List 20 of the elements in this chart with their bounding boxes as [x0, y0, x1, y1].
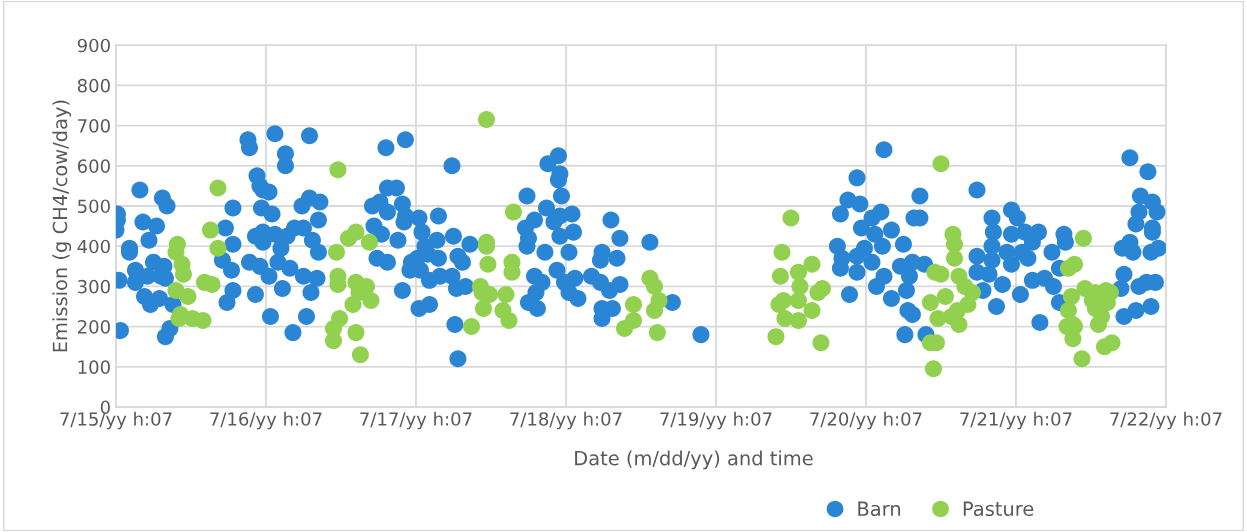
x-tick-label: 7/17/yy h:07	[360, 411, 472, 430]
y-tick-label: 800	[77, 78, 110, 93]
x-tick-label: 7/19/yy h:07	[660, 411, 772, 430]
legend-label: Barn	[858, 501, 900, 517]
y-tick-label: 200	[77, 320, 110, 334]
y-axis-title: Emission (g CH4/cow/day)	[52, 100, 72, 352]
y-tick-label: 400	[77, 239, 110, 254]
y-tick-label: 600	[77, 159, 110, 173]
y-tick-label: 500	[78, 199, 110, 214]
y-tick-label: 700	[78, 119, 110, 133]
legend-label: Pasture	[963, 501, 1034, 517]
y-tick-label: 100	[78, 360, 110, 374]
x-tick-label: 7/16/yy h:07	[210, 411, 322, 430]
x-axis-title: Date (m/dd/yy) and time	[575, 450, 813, 470]
x-tick-label: 7/22/yy h:07	[1110, 411, 1222, 430]
x-tick-label: 7/20/yy h:07	[810, 411, 922, 430]
y-tick-label: 300	[78, 279, 110, 294]
x-tick-label: 7/21/yy h:07	[960, 411, 1072, 430]
x-tick-label: 7/18/yy h:07	[510, 411, 622, 430]
y-tick-label: 900	[77, 38, 110, 53]
